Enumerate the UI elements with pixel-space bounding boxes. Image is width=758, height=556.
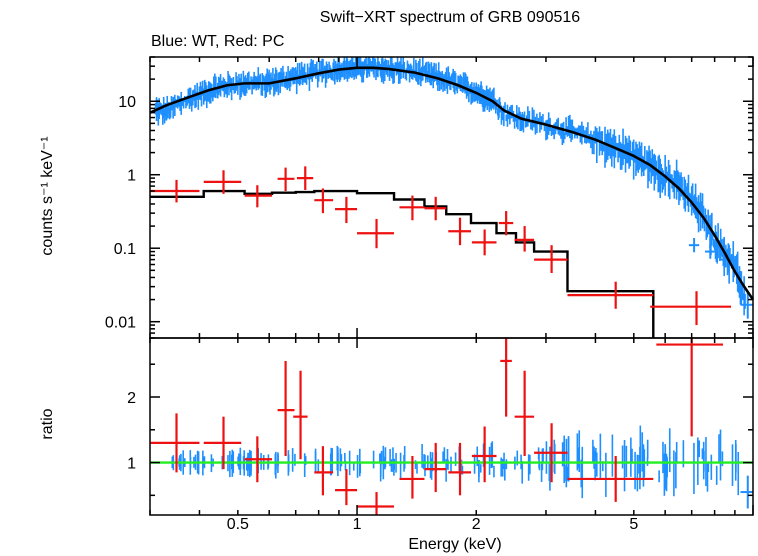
chart-subtitle: Blue: WT, Red: PC: [151, 33, 284, 50]
pc-point-1: [203, 170, 242, 194]
pc-point-14: [534, 245, 568, 273]
pc-point-0: [150, 179, 200, 203]
pc-ratio-9: [424, 442, 447, 493]
wt-point-1: [688, 238, 700, 253]
plot-layer: 0.5 1 2 5 10 1 0.1 0.01 1 2: [105, 56, 755, 533]
wt-last-point: [740, 291, 753, 319]
x-tick-label-1: 1: [353, 516, 362, 533]
y-tick-label-0.1: 0.1: [114, 241, 136, 258]
wt-point-0: [161, 105, 172, 120]
pc-point-7: [357, 218, 395, 249]
pc-point-8: [399, 195, 425, 221]
pc-ratio-0: [150, 413, 200, 473]
pc-point-13: [514, 226, 535, 252]
y-tick-label-10: 10: [118, 94, 136, 111]
pc-ratio-10: [448, 442, 471, 496]
wt-ratio-last: [740, 475, 753, 509]
ratio-tick-label-2: 2: [127, 390, 136, 407]
pc-ratio-6: [335, 469, 358, 506]
bottom-panel-frame: [149, 337, 754, 516]
pc-point-9: [424, 196, 447, 221]
pc-ratio-7: [357, 492, 395, 515]
wt-point-2: [705, 244, 716, 259]
pc-ratio-15: [567, 456, 654, 502]
pc-ratio-14: [534, 423, 568, 483]
pc-point-12: [498, 211, 514, 236]
pc-ratio-12: [500, 338, 512, 417]
pc-point-6: [335, 196, 358, 224]
wt-data-cloud: [154, 57, 746, 316]
pc-ratio-1: [203, 416, 242, 470]
pc-ratio-8: [399, 456, 425, 499]
ratio-tick-label-1: 1: [127, 456, 136, 473]
pc-point-2: [244, 185, 273, 208]
pc-point-10: [448, 217, 471, 246]
bottom-y-axis-label: ratio: [39, 408, 56, 439]
y-tick-label-1: 1: [127, 168, 136, 185]
pc-ratio-2: [244, 436, 273, 483]
pc-ratio-11: [471, 426, 497, 483]
pc-ratio-3: [277, 360, 295, 456]
pc-point-15: [567, 281, 654, 309]
pc-ratio-13: [514, 370, 535, 456]
pc-ratio-4: [293, 370, 308, 460]
y-tick-label-0.01: 0.01: [105, 315, 136, 332]
pc-point-5: [314, 188, 334, 214]
pc-point-4: [296, 166, 314, 190]
x-tick-label-5: 5: [629, 516, 638, 533]
pc-point-3: [277, 167, 295, 192]
pc-model-line: [150, 189, 655, 338]
top-y-axis-label: counts s⁻¹ keV⁻¹: [39, 136, 56, 255]
pc-ratio-5: [314, 446, 334, 496]
x-tick-label-0.5: 0.5: [227, 516, 249, 533]
wt-model-line: [149, 66, 755, 301]
pc-point-16: [650, 291, 732, 326]
x-tick-label-2: 2: [472, 516, 481, 533]
chart-title: Swift−XRT spectrum of GRB 090516: [320, 9, 581, 26]
x-axis-label: Energy (keV): [408, 536, 501, 553]
pc-ratio-16: [656, 338, 724, 437]
pc-point-11: [471, 229, 497, 256]
